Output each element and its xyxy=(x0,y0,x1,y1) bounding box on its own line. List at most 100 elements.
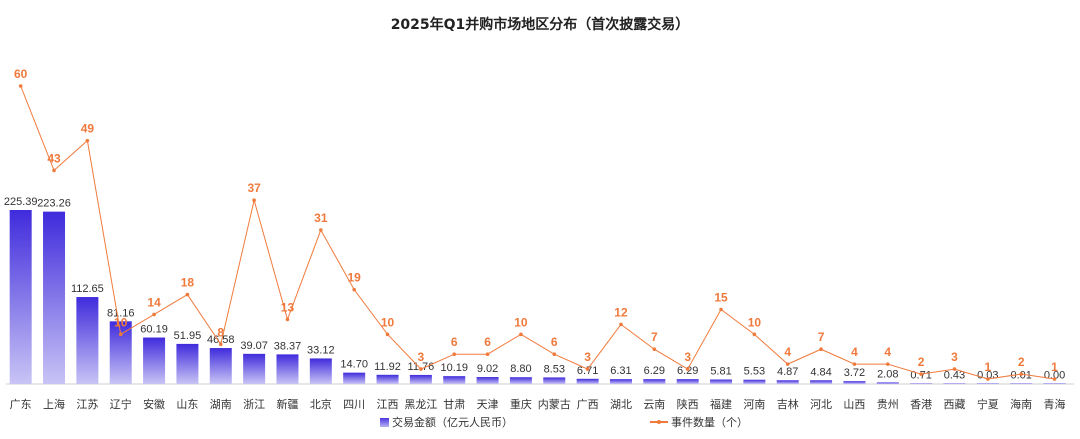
bar-山东 xyxy=(176,343,199,384)
bar-value-label: 81.16 xyxy=(107,307,135,319)
event-point-河北 xyxy=(819,347,823,352)
bar-海南 xyxy=(1010,383,1033,384)
bar-江苏 xyxy=(76,297,99,384)
event-value-label: 31 xyxy=(314,211,328,225)
bar-value-label: 11.76 xyxy=(408,361,435,373)
event-value-label: 43 xyxy=(47,151,61,165)
bar-value-label: 223.26 xyxy=(37,198,71,210)
bar-value-label: 38.37 xyxy=(274,340,302,352)
bar-青海 xyxy=(1043,383,1066,384)
x-tick-label: 湖北 xyxy=(610,398,632,411)
event-point-湖南 xyxy=(218,342,223,347)
event-point-内蒙古 xyxy=(552,352,557,357)
x-tick-label: 浙江 xyxy=(243,398,265,411)
bar-value-label: 225.39 xyxy=(4,196,38,208)
event-value-label: 3 xyxy=(584,350,591,364)
x-tick-label: 吉林 xyxy=(777,397,799,411)
bar-吉林 xyxy=(776,380,799,384)
event-value-label: 3 xyxy=(418,350,425,364)
event-point-山西 xyxy=(852,362,857,366)
event-value-label: 49 xyxy=(81,122,95,136)
event-value-label: 10 xyxy=(381,315,395,329)
event-value-label: 6 xyxy=(484,335,491,349)
event-point-安徽 xyxy=(152,312,156,317)
event-value-label: 12 xyxy=(614,305,628,319)
event-point-云南 xyxy=(652,347,657,352)
event-value-label: 7 xyxy=(818,330,825,344)
bar-value-label: 14.70 xyxy=(340,359,368,371)
bar-value-label: 60.19 xyxy=(140,324,168,336)
event-value-label: 4 xyxy=(884,345,891,359)
event-point-浙江 xyxy=(252,198,256,203)
event-value-label: 14 xyxy=(147,295,161,309)
event-point-青海 xyxy=(1052,377,1057,381)
event-point-四川 xyxy=(352,287,356,292)
bar-value-label: 8.80 xyxy=(510,363,531,375)
x-tick-label: 香港 xyxy=(910,398,932,411)
bar-湖南 xyxy=(209,348,232,384)
event-point-辽宁 xyxy=(118,332,123,337)
bar-四川 xyxy=(343,372,366,384)
bar-湖北 xyxy=(609,379,632,384)
bar-山西 xyxy=(843,381,866,384)
x-tick-label: 四川 xyxy=(343,398,365,411)
event-value-label: 18 xyxy=(181,276,195,290)
event-count-line xyxy=(20,85,1055,380)
bar-value-label: 9.02 xyxy=(477,363,498,375)
bar-value-label: 5.81 xyxy=(710,366,731,378)
bar-value-label: 3.72 xyxy=(844,367,865,379)
bar-甘肃 xyxy=(443,376,466,384)
event-point-上海 xyxy=(52,168,56,173)
x-tick-label: 山东 xyxy=(176,398,198,411)
x-tick-label: 河南 xyxy=(743,398,765,411)
legend-line-swatch xyxy=(650,420,668,424)
x-tick-label: 北京 xyxy=(310,397,332,411)
bar-河北 xyxy=(810,380,833,384)
bar-value-label: 33.12 xyxy=(307,344,335,356)
event-point-江苏 xyxy=(85,138,90,143)
x-tick-label: 福建 xyxy=(710,397,732,411)
x-tick-label: 内蒙古 xyxy=(538,397,571,411)
event-value-label: 8 xyxy=(217,325,224,339)
x-tick-label: 上海 xyxy=(43,397,65,411)
bar-河南 xyxy=(743,379,766,384)
event-value-label: 6 xyxy=(451,335,458,349)
event-value-label: 10 xyxy=(114,315,128,329)
x-tick-label: 海南 xyxy=(1010,397,1032,411)
x-tick-label: 河北 xyxy=(810,398,832,411)
bar-value-label: 6.29 xyxy=(677,365,698,377)
legend-bar-swatch xyxy=(380,417,389,427)
event-value-label: 19 xyxy=(347,271,361,285)
bar-value-label: 46.58 xyxy=(207,334,235,346)
bar-北京 xyxy=(309,358,332,384)
x-tick-label: 辽宁 xyxy=(110,397,132,411)
event-point-黑龙江 xyxy=(419,367,423,371)
bar-香港 xyxy=(910,383,933,384)
bar-内蒙古 xyxy=(543,377,566,384)
event-value-label: 10 xyxy=(748,315,762,329)
event-point-新疆 xyxy=(285,317,290,322)
bar-value-label: 51.95 xyxy=(174,330,202,342)
x-tick-label: 重庆 xyxy=(510,397,532,411)
bar-value-label: 2.08 xyxy=(877,368,898,380)
bar-value-label: 4.87 xyxy=(777,366,798,378)
x-tick-label: 山西 xyxy=(843,398,865,411)
event-point-河南 xyxy=(752,332,757,337)
event-point-广东 xyxy=(18,84,23,88)
bar-新疆 xyxy=(276,354,299,384)
event-point-贵州 xyxy=(885,362,890,366)
bar-浙江 xyxy=(243,353,266,384)
x-tick-label: 广东 xyxy=(10,398,32,411)
bar-重庆 xyxy=(509,377,532,384)
x-tick-label: 青海 xyxy=(1044,397,1066,411)
event-value-label: 37 xyxy=(247,181,261,195)
bar-辽宁 xyxy=(109,321,132,384)
event-value-label: 15 xyxy=(714,291,728,305)
bar-福建 xyxy=(710,379,733,384)
bar-value-label: 39.07 xyxy=(240,340,268,352)
legend-line: 事件数量（个） xyxy=(650,414,748,430)
event-value-label: 7 xyxy=(651,330,658,344)
event-value-label: 6 xyxy=(551,335,558,349)
bar-云南 xyxy=(643,379,666,384)
event-point-广西 xyxy=(585,367,590,371)
